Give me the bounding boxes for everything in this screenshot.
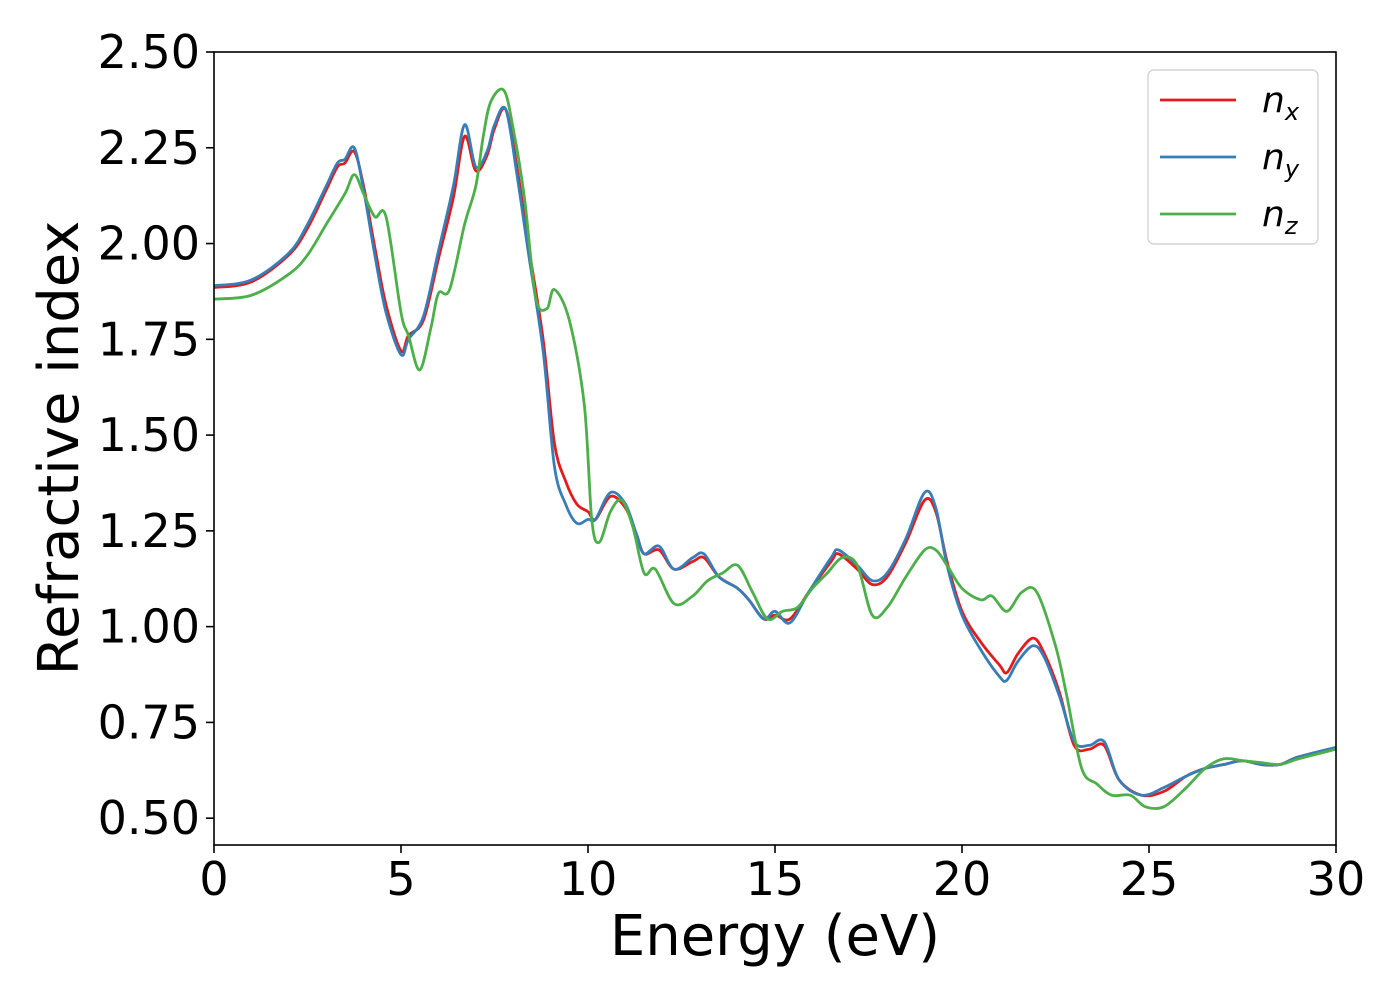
legend-subscript: y (1284, 155, 1300, 183)
y-tick-label: 1.00 (98, 600, 200, 654)
x-tick-label: 20 (933, 852, 992, 906)
x-tick-label: 15 (746, 852, 805, 906)
legend-subscript: z (1284, 212, 1299, 240)
y-tick-label: 1.50 (98, 408, 200, 462)
x-tick-label: 0 (199, 852, 228, 906)
x-tick-label: 25 (1120, 852, 1179, 906)
series-line-ny (214, 105, 1336, 797)
x-tick-label: 30 (1307, 852, 1366, 906)
y-axis-label: Refractive index (27, 221, 92, 676)
x-axis: 0 5 10 15 20 25 30 (199, 845, 1365, 906)
y-tick-label: 2.00 (98, 217, 200, 271)
legend-subscript: x (1284, 98, 1300, 126)
y-axis: 0.50 0.75 1.00 1.25 1.50 1.75 2.00 2.25 2.50 (98, 25, 214, 845)
y-tick-label: 2.25 (98, 121, 200, 175)
x-tick-label: 5 (386, 852, 415, 906)
series-layer (214, 87, 1336, 811)
series-line-nz (214, 87, 1336, 811)
x-axis-label: Energy (eV) (610, 904, 940, 969)
y-tick-label: 1.25 (98, 504, 200, 558)
y-tick-label: 0.50 (98, 791, 200, 845)
y-tick-label: 2.50 (98, 25, 200, 79)
x-tick-label: 10 (559, 852, 618, 906)
y-tick-label: 1.75 (98, 312, 200, 366)
y-tick-label: 0.75 (98, 695, 200, 749)
